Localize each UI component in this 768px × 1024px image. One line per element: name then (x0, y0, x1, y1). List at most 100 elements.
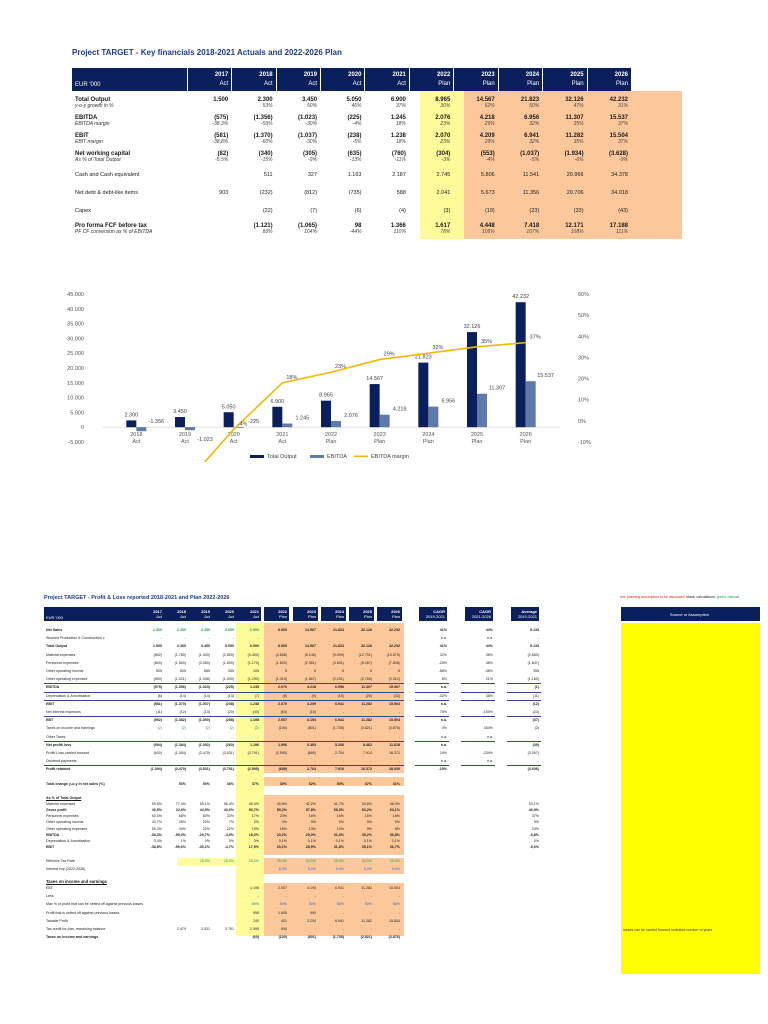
cell-value: 22,6% (175, 808, 186, 812)
cell-value: 47% (364, 781, 372, 786)
metric-value: 21% (485, 677, 493, 682)
cell-value: 1.238 (390, 133, 406, 139)
cell-value: (2.821) (360, 726, 372, 731)
cell-value: 57,8% (305, 808, 316, 812)
pl-row: Effective Tax Rate 25,0% 25,0% 25,0% 25,0% 25… (44, 858, 744, 865)
kf-row: Cash and Cash equivalent 511 327 1.163 2.187… (72, 163, 632, 181)
divider (507, 716, 541, 718)
year-header: 2025 Plan (349, 607, 374, 621)
cell-value: 903 (219, 190, 229, 196)
cell-value: 0,1% (278, 839, 287, 843)
data-label: 21.823 (415, 355, 432, 361)
metric-value: (3.267) (527, 751, 539, 755)
y-tick-right: 10% (578, 398, 589, 404)
year-header: 2019 Act (276, 68, 321, 91)
cell-value: (3.628) (608, 151, 628, 157)
y-tick-left: 25.000 (67, 351, 84, 357)
cell-value: (1.370) (253, 133, 273, 139)
cell-value: 80% (336, 902, 344, 907)
cell-value: 7.910 (363, 751, 372, 755)
metric-value: (24) (532, 710, 539, 714)
cell-value: -38,3% (212, 121, 229, 127)
cell-value: (2.479) (198, 751, 210, 755)
cell-value: 39,8% (361, 801, 372, 806)
data-label: 32.126 (464, 324, 481, 330)
metric-header: CAGR 2021-2026 (465, 607, 493, 621)
cell-value: - (160, 759, 162, 764)
pl-row: Net interest expenses (11) (12) (13) (20) (40… (44, 709, 744, 716)
cell-value: 16.372 (389, 751, 400, 755)
cell-value: (64) (280, 710, 287, 714)
avg-cell: 9% (533, 820, 539, 825)
cell-value: -59,6% (174, 845, 186, 850)
x-tick: 2024 (422, 432, 434, 438)
cell-value: 53% (178, 781, 186, 786)
cell-value: 3.531 (201, 927, 210, 931)
cell-value: 108% (570, 229, 584, 235)
pl-row: EBT (592) (1.382) (1.050) (258) 1.198 2.007 4.1… (44, 717, 744, 724)
cell-value: 3.204 (307, 918, 316, 923)
cell-value: 56,4% (223, 801, 234, 806)
data-label: 18% (286, 375, 297, 381)
actual-highlight (177, 858, 264, 866)
cell-value: 3.791 (225, 927, 234, 931)
cell-value: (735) (348, 190, 362, 196)
cell-value: (1.094) (150, 767, 162, 772)
metric-value: n.a. (487, 734, 493, 739)
cell-value: 15.504 (389, 918, 400, 923)
year-header: 2020 Act (211, 607, 236, 621)
y-tick-left: 45.000 (67, 292, 84, 298)
cell-value: (1.021) (174, 677, 186, 682)
cell-value: (2) (205, 726, 210, 731)
cell-value: (258) (225, 718, 234, 723)
cell-value: - (342, 910, 344, 915)
year-header: 2023 Plan (454, 68, 498, 91)
cell-value: (12) (179, 710, 186, 714)
divider (507, 740, 541, 742)
divider (461, 740, 495, 742)
cell-value: 685 (204, 669, 210, 673)
row-label: y-o-y growth in % (75, 103, 114, 109)
cell-value: 13% (308, 826, 316, 831)
cell-value: (5.267) (360, 660, 372, 665)
cell-value: 21.823 (333, 628, 344, 632)
cell-value: 11.541 (522, 172, 540, 178)
unit-label: EUR '000 (44, 607, 139, 621)
cell-value: 58,3% (333, 808, 344, 812)
kf-row: As % of Total Output -5,5% -15% -9% -13% -11%… (72, 157, 632, 163)
data-label: 2.300 (124, 412, 138, 418)
cell-value: 16% (279, 826, 287, 831)
avg-cell: -5,8% (529, 832, 539, 837)
year-header: 2026 Plan (377, 607, 402, 621)
pl-table: Project TARGET - Profit & Loss reported … (44, 595, 760, 974)
cell-value: 2.704 (335, 751, 344, 755)
row-label: Other operating expenses (46, 826, 88, 831)
cell-value: (1.037) (198, 701, 210, 706)
cell-value: (3.658) (275, 652, 287, 657)
year-header: 2019 Act (187, 607, 212, 621)
row-label: EBIT margin (75, 139, 103, 145)
cell-value: (260) (225, 742, 234, 747)
cell-value: -30% (305, 139, 318, 145)
cell-value: 98 (354, 223, 362, 229)
cell-value: (1.370) (174, 701, 186, 706)
cell-value: (3.531) (198, 767, 210, 772)
cell-value: 4.448 (479, 223, 495, 229)
x-tick: Act (230, 439, 238, 445)
divider (507, 691, 541, 693)
cell-value: 31,8% (333, 845, 344, 850)
cell-value: (689) (307, 751, 316, 755)
cell-value: (1.735) (332, 726, 344, 731)
cell-value: 14.567 (476, 97, 495, 103)
row-label: EBITDA (75, 115, 98, 121)
cell-value: (7.808) (388, 660, 400, 665)
cell-value: (225) (225, 685, 234, 690)
cell-value: 2.300 (177, 644, 186, 649)
color-legend: red: planning assumption to be discussed… (620, 595, 740, 599)
cell-value: 3.393 (307, 742, 316, 747)
bar-total-output (272, 406, 283, 428)
divider (507, 765, 541, 767)
pl-row: Depreciation & Amortisation (6) (14) (14) (1… (44, 693, 744, 700)
x-tick: 2019 (179, 432, 191, 438)
cell-value: 6.956 (524, 115, 540, 121)
